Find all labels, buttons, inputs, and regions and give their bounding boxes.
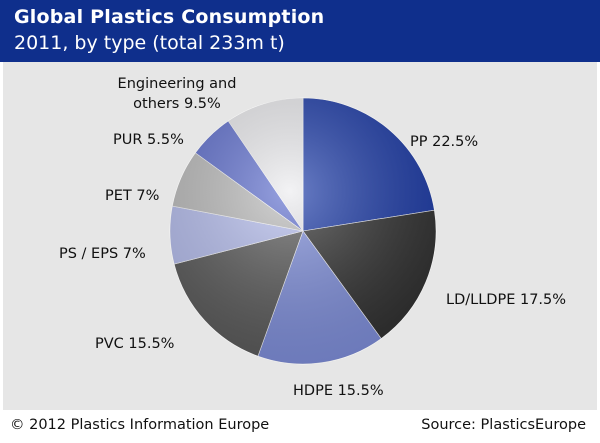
slice-label-pvc: PVC 15.5%: [95, 336, 174, 352]
slice-label-ps-eps: PS / EPS 7%: [59, 246, 146, 262]
source-note: Source: PlasticsEurope: [421, 417, 586, 433]
chart-header: Global Plastics Consumption 2011, by typ…: [0, 0, 600, 62]
slice-label-pp: PP 22.5%: [410, 134, 478, 150]
slice-label-hdpe: HDPE 15.5%: [293, 383, 384, 399]
chart-panel: PP 22.5% LD/LLDPE 17.5% HDPE 15.5% PVC 15.5…: [3, 62, 597, 410]
slice-label-pur: PUR 5.5%: [113, 132, 184, 148]
chart-subtitle: 2011, by type (total 233m t): [14, 32, 285, 54]
slice-label-engineering-and-others: Engineering and others 9.5%: [118, 76, 237, 112]
copyright-note: © 2012 Plastics Information Europe: [10, 417, 270, 433]
pie-labels: PP 22.5% LD/LLDPE 17.5% HDPE 15.5% PVC 15.5…: [59, 76, 566, 399]
chart-title: Global Plastics Consumption: [14, 6, 325, 28]
pie-chart: PP 22.5% LD/LLDPE 17.5% HDPE 15.5% PVC 15.5…: [59, 76, 566, 399]
slice-label-pet: PET 7%: [105, 188, 159, 204]
pie-slice-pp: [302, 97, 435, 232]
slice-label-ld-lldpe: LD/LLDPE 17.5%: [446, 292, 566, 308]
pie-slices: [169, 97, 437, 365]
